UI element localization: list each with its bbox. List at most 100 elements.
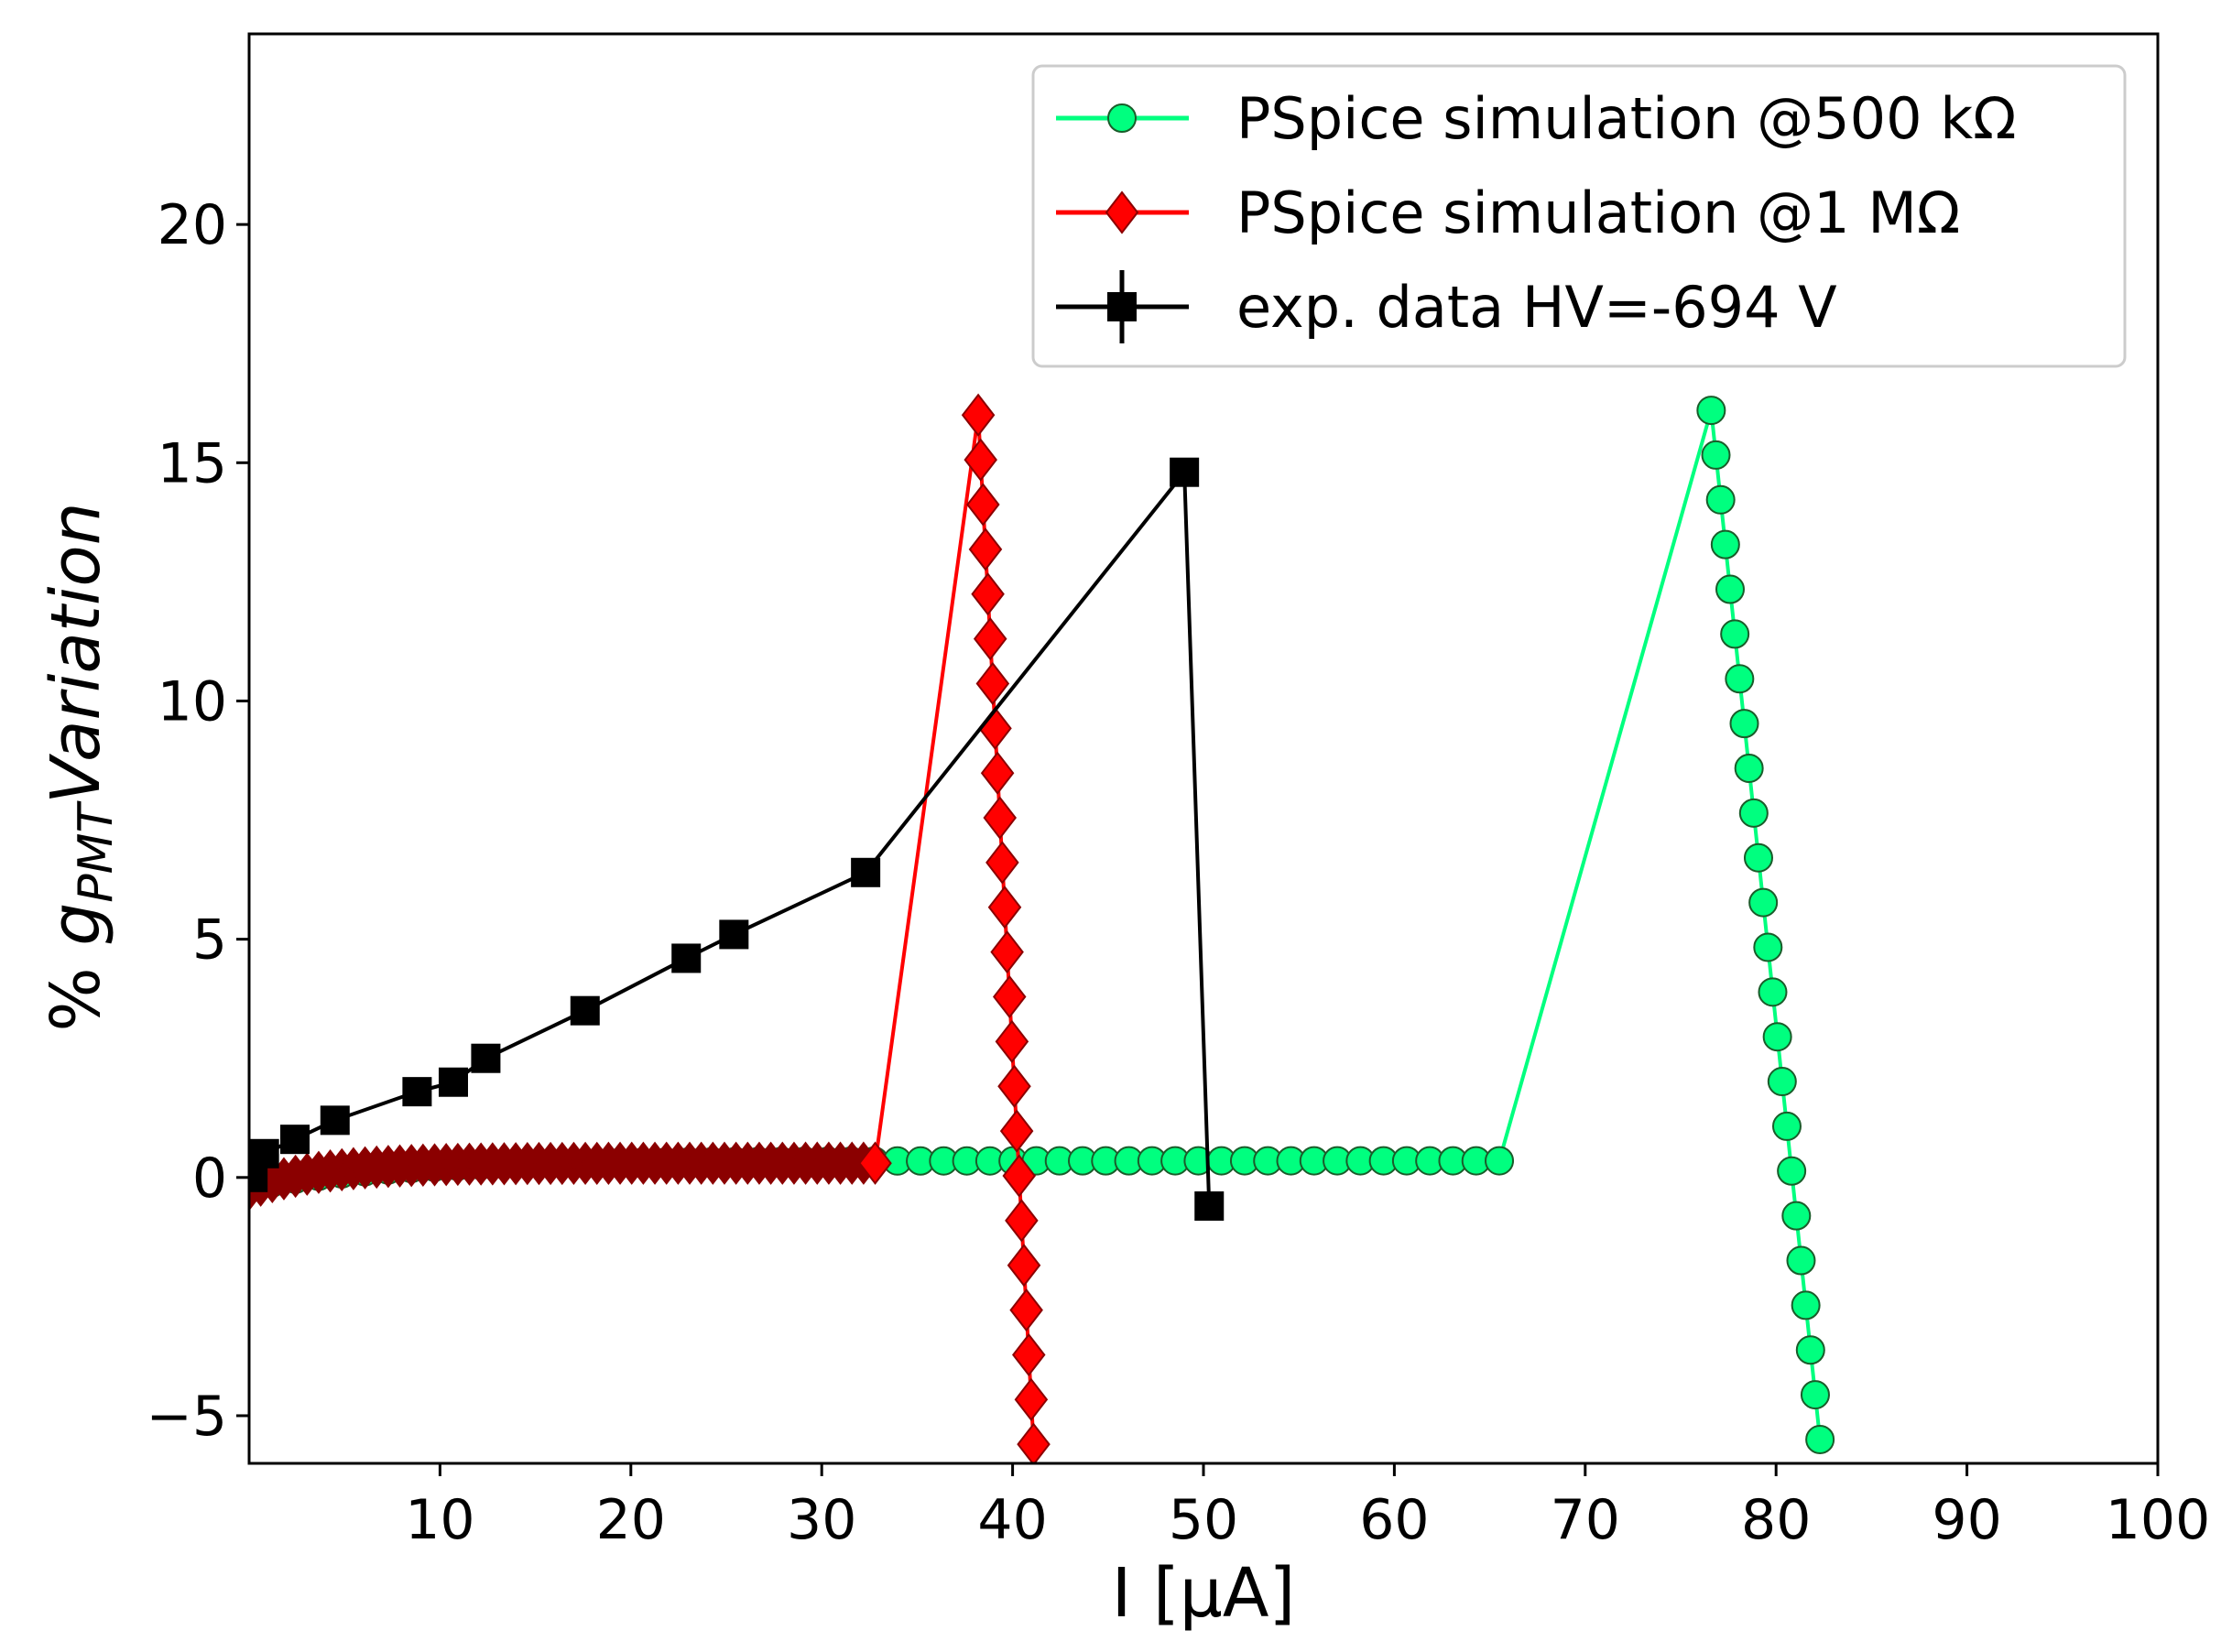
series-1M-point xyxy=(997,1064,1031,1108)
series-exp-point xyxy=(249,1162,268,1192)
series-500k-point xyxy=(1795,1335,1825,1365)
x-tick-label: 50 xyxy=(1169,1488,1238,1552)
y-tick-label: 5 xyxy=(192,908,227,973)
y-tick-label: −5 xyxy=(147,1385,227,1449)
series-1M-point xyxy=(980,751,1015,795)
legend: PSpice simulation @500 kΩ PSpice simulati… xyxy=(1031,64,2127,368)
series-1M-point xyxy=(1009,1288,1043,1332)
y-axis-label: % gPMTVariation xyxy=(37,502,124,1031)
series-1M-point xyxy=(964,438,997,482)
series-exp xyxy=(249,457,1225,1222)
series-exp-point xyxy=(249,1138,279,1168)
series-1M-line xyxy=(249,414,1036,1445)
y-tick-label: 0 xyxy=(192,1147,227,1211)
x-tick-label: 40 xyxy=(977,1488,1047,1552)
legend-entry: exp. data HV=-694 V xyxy=(1056,270,1837,343)
series-500k-point xyxy=(1485,1146,1515,1176)
series-500k-point xyxy=(1710,529,1740,560)
series-500k-point xyxy=(1729,709,1759,739)
series-500k-point xyxy=(1705,484,1736,515)
series-1M-point xyxy=(966,483,1000,527)
series-exp-point xyxy=(851,857,881,887)
series-exp-point xyxy=(471,1043,501,1073)
axes: 10 20 30 40 50 60 70 80 90 100 −5 0 5 10 15 20 I [μA] % g… xyxy=(37,32,2211,1633)
series-1M-point xyxy=(961,393,996,437)
legend-marker-diamond xyxy=(1105,190,1139,234)
legend-label: PSpice simulation @1 MΩ xyxy=(1236,179,1960,246)
series-1M-point xyxy=(858,1141,892,1185)
series-1M-point xyxy=(1017,1422,1051,1463)
series-1M-point xyxy=(1014,1377,1049,1421)
series-exp-point xyxy=(402,1077,432,1107)
series-exp-point xyxy=(719,919,749,950)
series-500k-point xyxy=(1720,619,1750,649)
series-500k-point xyxy=(1753,932,1783,962)
series-1M-point xyxy=(971,572,1005,616)
series-500k xyxy=(249,396,1835,1454)
series-1M-point xyxy=(1005,1199,1039,1243)
series-1M-point xyxy=(995,1019,1029,1064)
x-tick-label: 80 xyxy=(1741,1488,1811,1552)
series-500k-point xyxy=(1738,798,1769,828)
plot-area xyxy=(249,393,1835,1463)
series-500k-point xyxy=(1767,1067,1797,1097)
series-500k-point xyxy=(1800,1380,1830,1410)
series-1M-point xyxy=(968,527,1003,571)
series-500k-point xyxy=(1781,1201,1812,1231)
legend-entry: PSpice simulation @500 kΩ xyxy=(1056,85,2017,152)
legend-marker-square xyxy=(1107,292,1137,321)
series-1M-point xyxy=(1002,1154,1037,1198)
x-tick-label: 70 xyxy=(1551,1488,1620,1552)
series-1M-point xyxy=(1012,1332,1046,1377)
series-exp-point xyxy=(438,1067,468,1097)
series-500k-point xyxy=(1743,842,1773,873)
x-tick-label: 20 xyxy=(596,1488,666,1552)
y-tick-label: 15 xyxy=(158,431,227,495)
series-exp-point xyxy=(1194,1191,1225,1222)
series-exp-point xyxy=(1170,457,1200,487)
series-500k-point xyxy=(1791,1290,1821,1321)
x-axis-label: I [μA] xyxy=(1112,1554,1296,1633)
series-500k-point xyxy=(1777,1156,1807,1186)
series-500k-point xyxy=(1758,977,1788,1007)
x-tick-label: 60 xyxy=(1359,1488,1429,1552)
series-500k-point xyxy=(1725,664,1755,694)
series-exp-line xyxy=(251,467,1212,1207)
y-tick-label: 20 xyxy=(158,193,227,257)
series-500k-point xyxy=(1715,574,1746,604)
legend-box xyxy=(1031,64,2127,368)
series-500k-point xyxy=(1762,1022,1792,1052)
legend-entry: PSpice simulation @1 MΩ xyxy=(1056,179,1960,246)
x-tick-label: 30 xyxy=(787,1488,856,1552)
series-1M-point xyxy=(985,841,1019,885)
series-exp-point xyxy=(671,943,702,973)
series-1M-point xyxy=(1007,1244,1041,1288)
series-500k-point xyxy=(1771,1111,1802,1141)
series-exp-point xyxy=(280,1125,310,1155)
series-1M-point xyxy=(992,974,1027,1019)
series-1M-point xyxy=(983,796,1018,840)
series-1M-point xyxy=(987,886,1022,929)
series-500k-point xyxy=(1701,440,1731,470)
series-1M-point xyxy=(999,1109,1034,1153)
series-1M xyxy=(249,393,1051,1463)
series-500k-point xyxy=(1696,396,1726,426)
series-500k-point xyxy=(1805,1424,1835,1454)
series-500k-point xyxy=(1786,1245,1816,1276)
x-tick-label: 100 xyxy=(2106,1488,2211,1552)
x-tick-label: 10 xyxy=(405,1488,474,1552)
x-tick-label: 90 xyxy=(1932,1488,2001,1552)
y-tick-label: 10 xyxy=(158,669,227,734)
series-1M-point xyxy=(990,930,1024,974)
series-500k-line xyxy=(249,409,1823,1440)
series-1M-point xyxy=(978,706,1012,750)
legend-label: exp. data HV=-694 V xyxy=(1236,274,1837,341)
series-exp-point xyxy=(570,995,600,1026)
legend-marker-circle xyxy=(1107,103,1137,133)
series-1M-point xyxy=(975,661,1010,706)
series-1M-point xyxy=(973,616,1007,661)
series-exp-point xyxy=(320,1105,350,1136)
legend-label: PSpice simulation @500 kΩ xyxy=(1236,85,2017,152)
series-500k-point xyxy=(1734,753,1764,783)
